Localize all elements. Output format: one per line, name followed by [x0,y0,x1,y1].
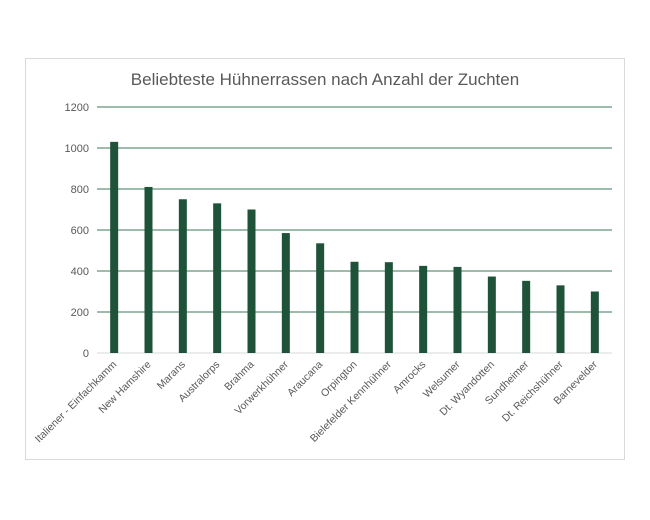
y-tick-label: 800 [71,184,89,196]
bar [281,233,290,353]
bar [590,291,599,353]
bar [178,199,187,353]
bar [453,266,462,353]
y-tick-label: 1000 [65,143,89,155]
bar [144,186,153,353]
y-tick-label: 0 [83,348,89,360]
y-tick-label: 200 [71,307,89,319]
y-tick-label: 1200 [65,102,89,114]
bar [384,262,393,353]
bar [419,265,428,353]
chart-area [25,58,625,460]
x-tick-label: Dt. Reichshühner [500,358,566,424]
bar [556,285,565,353]
bar [110,141,119,353]
bar [350,261,359,353]
chart-title: Beliebteste Hühnerrassen nach Anzahl der… [130,70,520,89]
bar [522,280,531,353]
bar [316,243,325,353]
bar [487,276,496,353]
bar [247,209,256,353]
x-tick-label: Brahma [222,359,257,394]
bar [213,203,222,353]
x-tick-label: Marans [155,359,188,392]
y-tick-label: 400 [71,266,89,278]
y-tick-label: 600 [71,225,89,237]
